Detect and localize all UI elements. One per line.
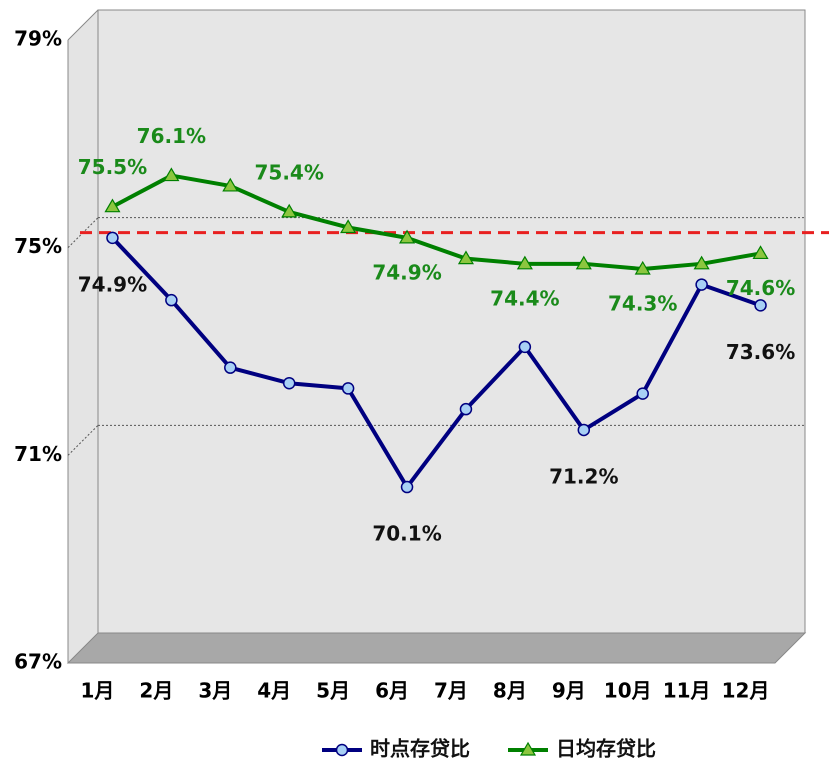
point [577, 423, 591, 437]
legend-marker [519, 741, 537, 756]
series-line [111, 236, 762, 490]
point [693, 255, 710, 270]
point [340, 219, 357, 234]
x-tick-label: 11月 [663, 679, 711, 703]
data-label: 73.6% [726, 340, 795, 364]
series-line [111, 173, 761, 272]
floor [66, 632, 807, 664]
point [516, 255, 533, 270]
x-tick-label: 5月 [316, 679, 350, 703]
y-tick-label: 67% [14, 650, 62, 674]
point [636, 387, 649, 400]
point [400, 480, 414, 494]
legend-label: 日均存贷比 [556, 737, 656, 761]
point [754, 299, 767, 312]
legend-label: 时点存贷比 [370, 737, 470, 761]
x-tick-label: 6月 [375, 679, 409, 703]
point [222, 177, 239, 192]
axis-edge [67, 9, 99, 41]
point [459, 402, 473, 416]
data-label: 74.4% [490, 286, 559, 310]
legend-marker [335, 743, 349, 757]
back-wall [97, 9, 806, 634]
point [281, 203, 298, 218]
grid-connector [67, 424, 99, 456]
data-label: 74.9% [372, 260, 441, 284]
data-label: 75.5% [78, 155, 147, 179]
point [634, 260, 651, 275]
point [398, 229, 416, 244]
y-tick-label: 79% [14, 27, 62, 51]
point [282, 376, 296, 390]
point [163, 167, 180, 182]
x-tick-label: 2月 [139, 679, 173, 703]
point [457, 250, 475, 265]
data-label: 75.4% [255, 160, 324, 184]
point [518, 340, 532, 354]
data-label: 76.1% [137, 124, 206, 148]
point [695, 278, 708, 291]
data-label: 74.3% [608, 292, 677, 316]
x-tick-label: 4月 [257, 679, 291, 703]
y-tick-label: 71% [14, 442, 62, 466]
data-label: 71.2% [549, 464, 618, 488]
data-label: 70.1% [372, 522, 441, 546]
x-tick-label: 9月 [552, 679, 586, 703]
x-tick-label: 12月 [722, 679, 770, 703]
point [575, 255, 592, 270]
x-tick-label: 1月 [80, 679, 114, 703]
point [104, 198, 121, 213]
point [341, 382, 355, 395]
x-tick-label: 10月 [604, 679, 652, 703]
data-label: 74.6% [726, 276, 795, 300]
x-tick-label: 3月 [198, 679, 232, 703]
point [106, 231, 119, 245]
x-tick-label: 7月 [434, 679, 468, 703]
x-tick-label: 8月 [493, 679, 527, 703]
point [224, 361, 237, 374]
y-tick-label: 75% [14, 234, 62, 258]
point [165, 293, 178, 307]
data-label: 74.9% [78, 272, 147, 296]
point [752, 245, 769, 260]
